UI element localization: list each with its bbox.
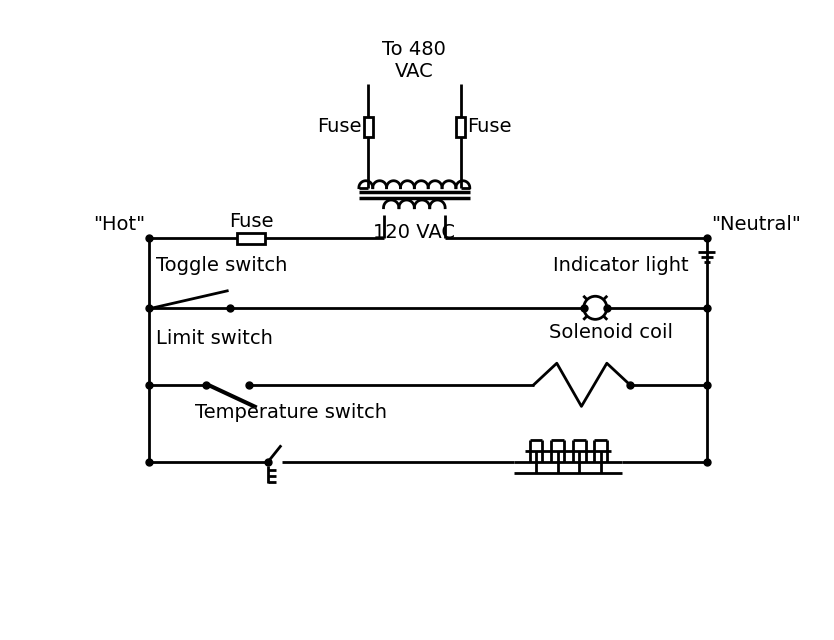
Text: Temperature switch: Temperature switch (195, 403, 387, 422)
Text: To 480
VAC: To 480 VAC (383, 40, 446, 81)
Text: Fuse: Fuse (318, 117, 362, 136)
Text: Fuse: Fuse (229, 212, 274, 231)
Text: Toggle switch: Toggle switch (157, 257, 288, 275)
Text: Fuse: Fuse (467, 117, 511, 136)
Text: "Neutral": "Neutral" (711, 215, 801, 234)
Bar (237, 233, 265, 244)
Text: Solenoid coil: Solenoid coil (549, 323, 673, 342)
Text: "Hot": "Hot" (93, 215, 145, 234)
Bar (364, 117, 373, 137)
Bar (456, 117, 465, 137)
Text: 120 VAC: 120 VAC (374, 223, 455, 242)
Text: Indicator light: Indicator light (553, 257, 689, 275)
Text: Limit switch: Limit switch (157, 329, 274, 348)
